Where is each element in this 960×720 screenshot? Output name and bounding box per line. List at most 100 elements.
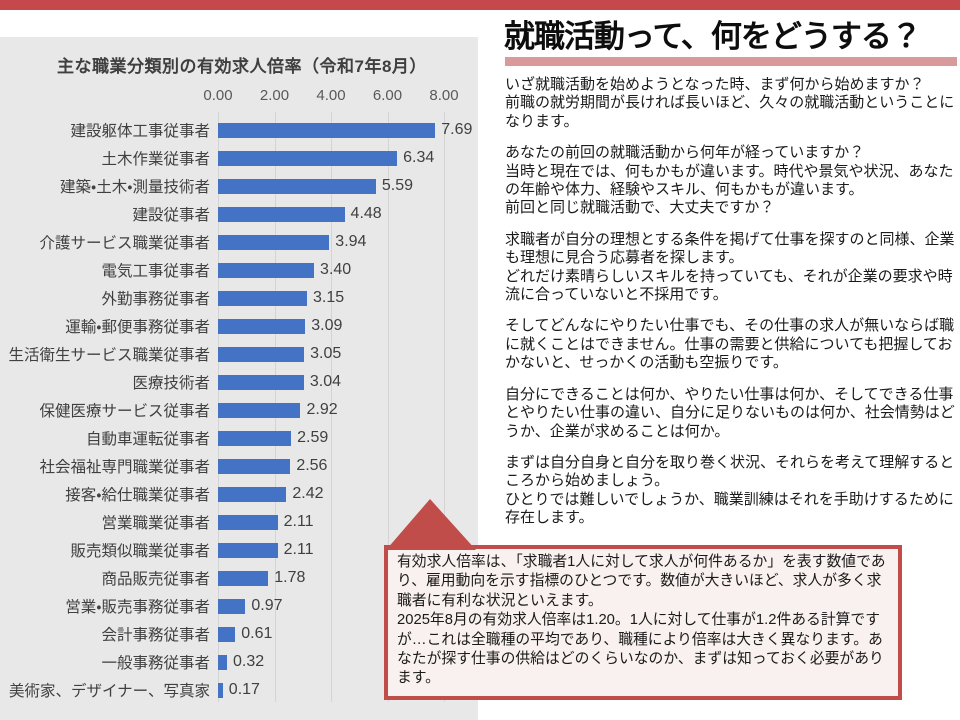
- text-line: どれだけ素晴らしいスキルを持っていても、それが企業の要求や時流に合っていないと不…: [505, 267, 953, 304]
- bar-value-label: 2.11: [283, 541, 314, 558]
- text-line: 求職者が自分の理想とする条件を掲げて仕事を探すのと同様、企業も理想に見合う応募者…: [505, 230, 955, 267]
- category-label: 社会福祉専門職業従事者: [39, 459, 210, 476]
- axis-tick-label: 8.00: [429, 87, 459, 104]
- bar: [218, 178, 376, 194]
- category-label: 土木作業従事者: [101, 151, 210, 168]
- body-text: いざ就職活動を始めようとなった時、まず何から始めますか？ 前職の就労期間が長ければ…: [505, 76, 960, 541]
- category-label: 美術家、デザイナー、写真家: [8, 683, 210, 700]
- text-line: 自分にできることは何か、やりたい仕事は何か、そしてできる仕事とやりたい仕事の違い…: [505, 385, 955, 440]
- text-line: 前回と同じ就職活動で、大丈夫ですか？: [505, 199, 775, 217]
- bar-value-label: 0.17: [228, 681, 260, 698]
- bar-value-label: 2.42: [292, 485, 324, 502]
- category-label: 保健医療サービス従事者: [39, 403, 210, 420]
- category-label: 建築・土木・測量技術者: [59, 179, 210, 196]
- paragraph: いざ就職活動を始めようとなった時、まず何から始めますか？ 前職の就労期間が長ければ…: [505, 76, 960, 131]
- bar: [218, 318, 306, 334]
- chart-row: 土木作業従事者 6.34: [0, 144, 478, 172]
- text-line: まずは自分自身と自分を取り巻く状況、それらを考えて理解するところから始めましょう…: [505, 453, 955, 490]
- callout-text-line: 有効求人倍率は、「求職者1人に対して求人が何件あるか」を表す数値であり、雇用動向…: [397, 554, 886, 609]
- chart-row: 美術家、デザイナー、写真家 0.17: [0, 676, 478, 704]
- chart-panel: 主な職業分類別の有効求人倍率（令和7年8月） 0.00 2.00 4.00 6.00 8…: [0, 37, 478, 720]
- category-label: 介護サービス職業従事者: [39, 235, 210, 252]
- bar: [218, 514, 278, 530]
- gridline: [331, 112, 332, 702]
- bar-value-label: 2.59: [297, 429, 329, 446]
- chart-row: 自動車運転従事者 2.59: [0, 424, 478, 452]
- text-line: 前職の就労期間が長ければ長いほど、久々の就職活動ということになります。: [505, 94, 955, 130]
- top-accent-bar: [0, 0, 960, 10]
- category-label: 医療技術者: [132, 375, 210, 392]
- bar: [218, 542, 278, 558]
- bar: [218, 598, 246, 614]
- bar-value-label: 0.97: [251, 597, 283, 614]
- chart-row: 電気工事従事者 3.40: [0, 256, 478, 284]
- chart-row: 保健医療サービス従事者 2.92: [0, 396, 478, 424]
- bar: [218, 430, 292, 446]
- page-title: 就職活動って、何をどうする？: [504, 19, 922, 54]
- paragraph: あなたの前回の就職活動から何年が経っていますか？ 当時と現在では、何もかもが違いま…: [505, 144, 960, 218]
- bar-value-label: 3.04: [309, 373, 342, 390]
- chart-row: 建設躯体工事従事者 7.69: [0, 116, 478, 144]
- chart-rows: 建設躯体工事従事者 7.69 土木作業従事者 6.34 建築・土木・測量技術者 5.59 建…: [0, 116, 478, 704]
- text-line: あなたの前回の就職活動から何年が経っていますか？: [505, 144, 865, 162]
- bar-value-label: 7.69: [441, 121, 473, 138]
- bar: [218, 234, 330, 250]
- axis-tick-label: 0.00: [203, 87, 233, 104]
- bar: [218, 262, 315, 278]
- category-label: 電気工事従事者: [101, 263, 210, 280]
- bar-value-label: 0.32: [233, 653, 265, 670]
- bar-value-label: 2.92: [306, 401, 338, 418]
- axis-tick-label: 2.00: [259, 87, 290, 104]
- text-line: そしてどんなにやりたい仕事でも、その仕事の求人が無いならば職に就くことはできませ…: [505, 317, 955, 372]
- bar-value-label: 1.78: [274, 569, 306, 586]
- category-label: 販売類似職業従事者: [70, 543, 210, 560]
- title-underline: [505, 57, 957, 66]
- axis-tick-label: 6.00: [372, 87, 403, 104]
- bar: [218, 570, 269, 586]
- chart-row: 医療技術者 3.04: [0, 368, 478, 396]
- paragraph: 求職者が自分の理想とする条件を掲げて仕事を探すのと同様、企業も理想に見合う応募者…: [505, 231, 960, 305]
- bar-value-label: 0.61: [241, 625, 273, 642]
- bar: [218, 150, 398, 166]
- bar: [218, 206, 345, 222]
- category-label: 運輸・郵便事務従事者: [65, 319, 210, 336]
- category-label: 外勤事務従事者: [101, 291, 210, 308]
- callout-box: 有効求人倍率は、「求職者1人に対して求人が何件あるか」を表す数値であり、雇用動向…: [384, 545, 902, 700]
- text-line: ひとりでは難しいでしょうか、職業訓練はそれを手助けするために存在します。: [505, 490, 954, 527]
- category-label: 一般事務従事者: [101, 655, 210, 672]
- bar-value-label: 3.09: [311, 317, 343, 334]
- chart-row: 一般事務従事者 0.32: [0, 648, 478, 676]
- chart-row: 建設従事者 4.48: [0, 200, 478, 228]
- category-label: 営業職業従事者: [101, 515, 210, 532]
- bar: [218, 654, 228, 670]
- callout-pointer-triangle: [386, 499, 476, 550]
- paragraph: まずは自分自身と自分を取り巻く状況、それらを考えて理解するところから始めましょう…: [505, 454, 960, 528]
- category-label: 建設躯体工事従事者: [70, 123, 210, 140]
- bar: [218, 374, 304, 390]
- chart-row: 営業職業従事者 2.11: [0, 508, 478, 536]
- category-label: 接客・給仕職業従事者: [65, 487, 210, 504]
- bar-value-label: 2.11: [283, 513, 314, 530]
- bar-value-label: 4.48: [350, 205, 382, 222]
- paragraph: そしてどんなにやりたい仕事でも、その仕事の求人が無いならば職に就くことはできませ…: [505, 317, 960, 372]
- category-label: 生活衛生サービス職業従事者: [8, 347, 210, 364]
- chart-row: 販売類似職業従事者 2.11: [0, 536, 478, 564]
- category-label: 商品販売従事者: [101, 571, 210, 588]
- chart-row: 商品販売従事者 1.78: [0, 564, 478, 592]
- bar-value-label: 3.40: [320, 261, 352, 278]
- bar-value-label: 6.34: [403, 149, 435, 166]
- bar: [218, 626, 236, 642]
- bar: [218, 402, 301, 418]
- chart-row: 接客・給仕職業従事者 2.42: [0, 480, 478, 508]
- bar-value-label: 3.05: [310, 345, 342, 362]
- bar: [218, 122, 436, 138]
- chart-row: 営業・販売事務従事者 0.97: [0, 592, 478, 620]
- paragraph: 自分にできることは何か、やりたい仕事は何か、そしてできる仕事とやりたい仕事の違い…: [505, 386, 960, 441]
- category-label: 会計事務従事者: [101, 627, 210, 644]
- bar-value-label: 5.59: [381, 177, 414, 194]
- bar: [218, 290, 307, 306]
- chart-row: 建築・土木・測量技術者 5.59: [0, 172, 478, 200]
- bar: [218, 486, 287, 502]
- gridline: [387, 112, 389, 702]
